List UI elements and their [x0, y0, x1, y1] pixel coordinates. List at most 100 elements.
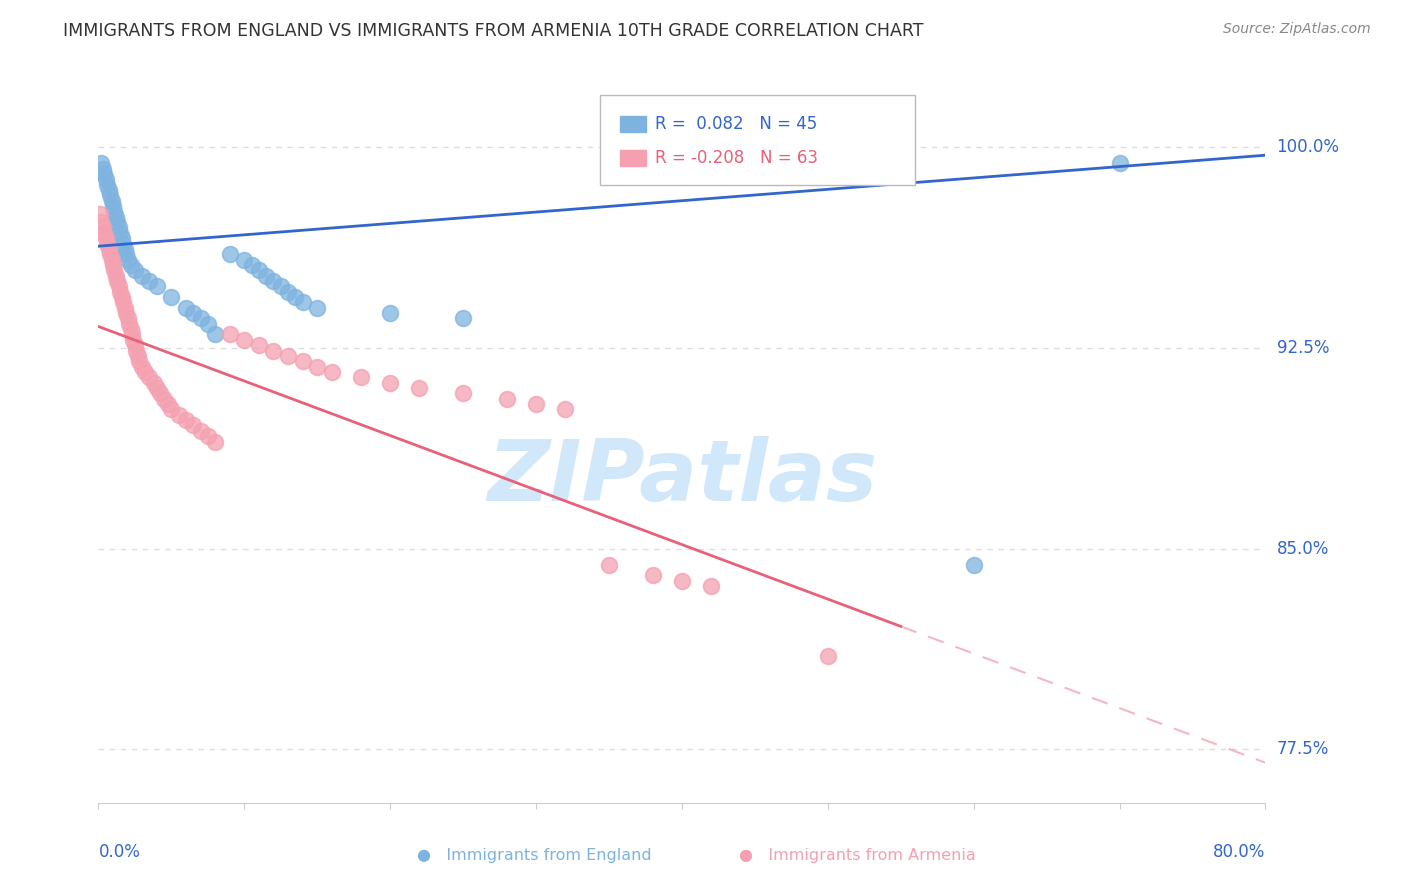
Point: [233, 333, 256, 347]
Point: [451, 386, 474, 401]
Point: [91, 161, 114, 176]
Point: [108, 220, 131, 235]
Text: IMMIGRANTS FROM ENGLAND VS IMMIGRANTS FROM ARMENIA 10TH GRADE CORRELATION CHART: IMMIGRANTS FROM ENGLAND VS IMMIGRANTS FR…: [63, 22, 924, 40]
Point: [598, 558, 620, 572]
Point: [108, 279, 131, 293]
Text: ●   Immigrants from England: ● Immigrants from England: [418, 848, 651, 863]
Point: [117, 252, 139, 267]
Point: [524, 397, 547, 411]
Point: [307, 359, 329, 374]
Text: 77.5%: 77.5%: [1277, 740, 1329, 758]
Point: [97, 183, 120, 197]
Point: [110, 226, 132, 240]
Point: [89, 207, 111, 221]
Point: [190, 424, 212, 438]
Point: [254, 268, 277, 283]
Point: [554, 402, 576, 417]
Point: [817, 648, 839, 663]
Bar: [620, 150, 645, 166]
Point: [277, 349, 299, 363]
Point: [138, 274, 160, 288]
Point: [131, 359, 153, 374]
Point: [204, 434, 226, 449]
Text: 100.0%: 100.0%: [1277, 138, 1340, 156]
Point: [118, 317, 141, 331]
Point: [104, 268, 127, 283]
Point: [307, 301, 329, 315]
Point: [112, 295, 135, 310]
Point: [98, 188, 121, 202]
Point: [114, 242, 136, 256]
Point: [218, 327, 240, 342]
Point: [101, 258, 124, 272]
Text: R =  0.082   N = 45: R = 0.082 N = 45: [655, 115, 817, 133]
Text: R = -0.208   N = 63: R = -0.208 N = 63: [655, 149, 818, 167]
Point: [146, 381, 169, 395]
Point: [451, 311, 474, 326]
Point: [262, 274, 284, 288]
Point: [122, 333, 145, 347]
Point: [197, 429, 219, 443]
Point: [962, 558, 984, 572]
Point: [181, 306, 204, 320]
Point: [97, 242, 120, 256]
Point: [98, 247, 121, 261]
Point: [111, 231, 134, 245]
Point: [101, 199, 124, 213]
Point: [105, 215, 128, 229]
Point: [103, 263, 125, 277]
Point: [160, 402, 183, 417]
Point: [380, 306, 402, 320]
Point: [1108, 156, 1130, 170]
Point: [100, 252, 122, 267]
Point: [96, 236, 118, 251]
Point: [262, 343, 284, 358]
Point: [218, 247, 240, 261]
Point: [115, 306, 138, 320]
Point: [380, 376, 402, 390]
Point: [291, 295, 314, 310]
Point: [121, 327, 143, 342]
Point: [127, 349, 149, 363]
Point: [111, 290, 134, 304]
Point: [160, 290, 183, 304]
Point: [90, 215, 112, 229]
Point: [120, 322, 142, 336]
Text: ●   Immigrants from Armenia: ● Immigrants from Armenia: [740, 848, 976, 863]
Point: [94, 172, 117, 186]
Point: [93, 167, 115, 181]
Point: [104, 210, 127, 224]
Point: [115, 247, 138, 261]
Point: [117, 311, 139, 326]
Point: [408, 381, 430, 395]
Point: [284, 290, 307, 304]
Point: [125, 343, 148, 358]
Point: [496, 392, 519, 406]
Point: [641, 568, 664, 582]
Text: 85.0%: 85.0%: [1277, 540, 1329, 558]
Point: [149, 386, 172, 401]
Point: [167, 408, 190, 422]
Point: [277, 285, 299, 299]
Point: [321, 365, 343, 379]
Point: [181, 418, 204, 433]
Point: [190, 311, 212, 326]
Point: [153, 392, 176, 406]
Point: [204, 327, 226, 342]
Point: [128, 354, 150, 368]
Point: [174, 413, 197, 427]
Point: [233, 252, 256, 267]
Point: [114, 301, 136, 315]
Point: [157, 397, 180, 411]
Text: 80.0%: 80.0%: [1213, 843, 1265, 861]
Point: [671, 574, 693, 588]
Point: [247, 338, 270, 352]
Text: 0.0%: 0.0%: [98, 843, 141, 861]
Point: [142, 376, 165, 390]
Point: [350, 370, 373, 384]
Point: [124, 263, 146, 277]
Text: 92.5%: 92.5%: [1277, 339, 1329, 357]
Point: [120, 258, 142, 272]
Point: [197, 317, 219, 331]
Point: [93, 226, 115, 240]
